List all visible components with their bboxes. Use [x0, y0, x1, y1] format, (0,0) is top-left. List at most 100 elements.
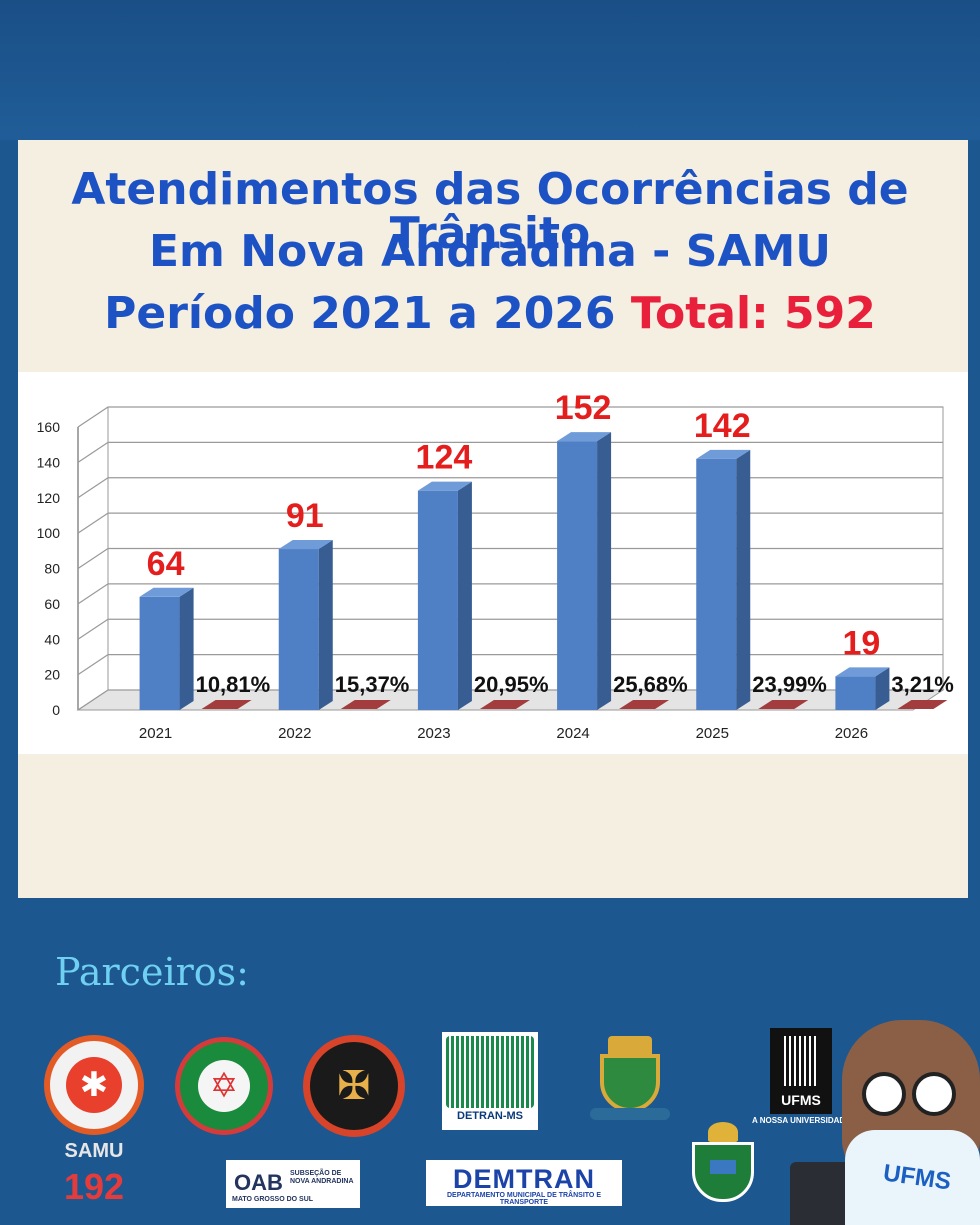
chart-area: 0 20 40 60 80 100 120 140 160 64 10,81% 2021 91 15,37… [18, 372, 968, 754]
jaguar-icon [708, 1122, 738, 1142]
title-line-3: Período 2021 a 2026 Total: 592 [0, 292, 980, 336]
bar [417, 490, 458, 710]
value-label: 19 [843, 624, 881, 662]
glasses-icon [862, 1072, 906, 1116]
bar [557, 441, 598, 710]
ufms-label: UFMS [781, 1092, 821, 1108]
y-tick-label: 120 [37, 490, 61, 506]
shield-icon [600, 1054, 660, 1112]
y-tick-label: 160 [37, 419, 61, 435]
star-icon: ✡ [198, 1060, 250, 1112]
city-coat-of-arms [590, 1036, 670, 1126]
value-label: 142 [694, 407, 751, 445]
x-tick-label: 2026 [835, 725, 868, 742]
bar [835, 676, 876, 710]
bar-side [179, 587, 194, 710]
y-tick-label: 40 [44, 631, 60, 647]
y-tick-label: 80 [44, 561, 60, 577]
y-tick-label: 100 [37, 525, 61, 541]
demtran-name: DEMTRAN [453, 1164, 595, 1194]
percent-label: 23,99% [752, 672, 827, 697]
demtran-logo: DEMTRAN DEPARTAMENTO MUNICIPAL DE TRÂNSI… [426, 1160, 622, 1206]
x-tick-label: 2025 [696, 725, 729, 742]
grid-diagonal [77, 583, 109, 605]
mascot-shirt-text: UFMS [881, 1159, 953, 1196]
x-tick-label: 2024 [556, 725, 589, 742]
bar-top [139, 587, 194, 597]
demtran-subtitle: DEPARTAMENTO MUNICIPAL DE TRÂNSITO E TRA… [446, 1192, 601, 1206]
crown-icon [608, 1036, 652, 1054]
bar-side [457, 481, 472, 710]
total-text: Total: 592 [630, 288, 876, 339]
percent-label: 15,37% [335, 672, 410, 697]
grid-diagonal [77, 512, 109, 534]
percent-label: 10,81% [196, 672, 271, 697]
x-tick-label: 2021 [139, 725, 172, 742]
partners-title: Parceiros: [55, 950, 249, 994]
grid-diagonal [77, 477, 109, 499]
percent-bar [758, 700, 809, 709]
percent-label: 25,68% [613, 672, 688, 697]
value-label: 124 [416, 439, 473, 477]
bar-top [835, 667, 890, 677]
bar-top [278, 540, 333, 550]
oab-state: MATO GROSSO DO SUL [232, 1196, 314, 1203]
grid-diagonal [77, 689, 109, 711]
value-label: 152 [555, 389, 612, 427]
period-text: Período 2021 a 2026 [104, 288, 616, 339]
grid-diagonal [77, 406, 109, 428]
x-tick-label: 2022 [278, 725, 311, 742]
detran-label: DETRAN-MS [457, 1110, 523, 1122]
glasses-lens [912, 1072, 956, 1116]
state-flag-icon [710, 1160, 736, 1174]
samu-logo: ✱ [44, 1035, 144, 1135]
percent-bar [897, 700, 948, 709]
bar-top [557, 432, 612, 442]
fire-department-logo: ✠ [303, 1035, 405, 1137]
ribbon-icon [590, 1108, 670, 1120]
oab-logo: OAB SUBSEÇÃO DE NOVA ANDRADINA MATO GROS… [226, 1160, 360, 1208]
oab-subsection: SUBSEÇÃO DE NOVA ANDRADINA [290, 1170, 354, 1186]
ufms-tagline: A NOSSA UNIVERSIDADE [752, 1116, 851, 1125]
samu-name: SAMU [64, 1140, 124, 1162]
value-label: 64 [147, 545, 185, 583]
ufms-building-icon [784, 1036, 818, 1086]
grid-diagonal [77, 548, 109, 569]
bar [139, 596, 180, 710]
samu-number: 192 [63, 1166, 125, 1207]
value-label: 91 [286, 497, 324, 535]
y-tick-label: 60 [44, 596, 60, 612]
community-council-logo: ✡ [175, 1037, 273, 1135]
percent-label: 20,95% [474, 672, 549, 697]
grid-diagonal [77, 654, 109, 676]
percent-label: 3,21% [891, 672, 953, 697]
percent-bar [201, 700, 252, 709]
bar-side [875, 667, 890, 710]
percent-bar [340, 700, 391, 709]
fire-badge-icon: ✠ [337, 1064, 371, 1108]
bar-top [417, 481, 472, 491]
grid-diagonal [77, 618, 109, 640]
bar [278, 549, 319, 710]
bar-side [318, 540, 333, 710]
grid-diagonal [77, 441, 109, 463]
percent-bar [619, 700, 670, 709]
ufms-logo: UFMS [770, 1028, 832, 1114]
star-of-life-icon: ✱ [66, 1057, 122, 1113]
percent-bar [479, 700, 530, 709]
title-line-2: Em Nova Andradina - SAMU [149, 226, 831, 277]
y-tick-label: 140 [37, 454, 61, 470]
title-line-1: Atendimentos das Ocorrências de Trânsito [71, 164, 909, 259]
bar-chart: 0 20 40 60 80 100 120 140 160 64 10,81% 2021 91 15,37… [37, 389, 954, 742]
x-tick-label: 2023 [417, 725, 450, 742]
top-background [0, 0, 980, 140]
bar [696, 458, 737, 710]
bar-top [696, 449, 751, 459]
detran-globe-icon [446, 1036, 534, 1108]
detran-logo: DETRAN-MS [442, 1032, 538, 1130]
y-tick-label: 20 [44, 667, 60, 683]
oab-mark: OAB [234, 1170, 283, 1195]
bar-side [597, 432, 612, 710]
y-tick-label: 0 [52, 702, 60, 718]
mascot-shirt: UFMS [845, 1130, 980, 1225]
